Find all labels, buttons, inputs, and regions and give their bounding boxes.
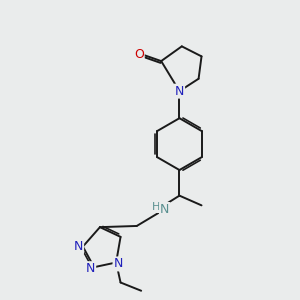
Text: N: N [86,262,95,275]
Text: N: N [175,85,184,98]
Text: O: O [134,48,144,61]
Text: N: N [74,240,83,253]
Text: N: N [160,203,169,216]
Text: H: H [152,202,160,212]
Text: N: N [113,257,123,271]
